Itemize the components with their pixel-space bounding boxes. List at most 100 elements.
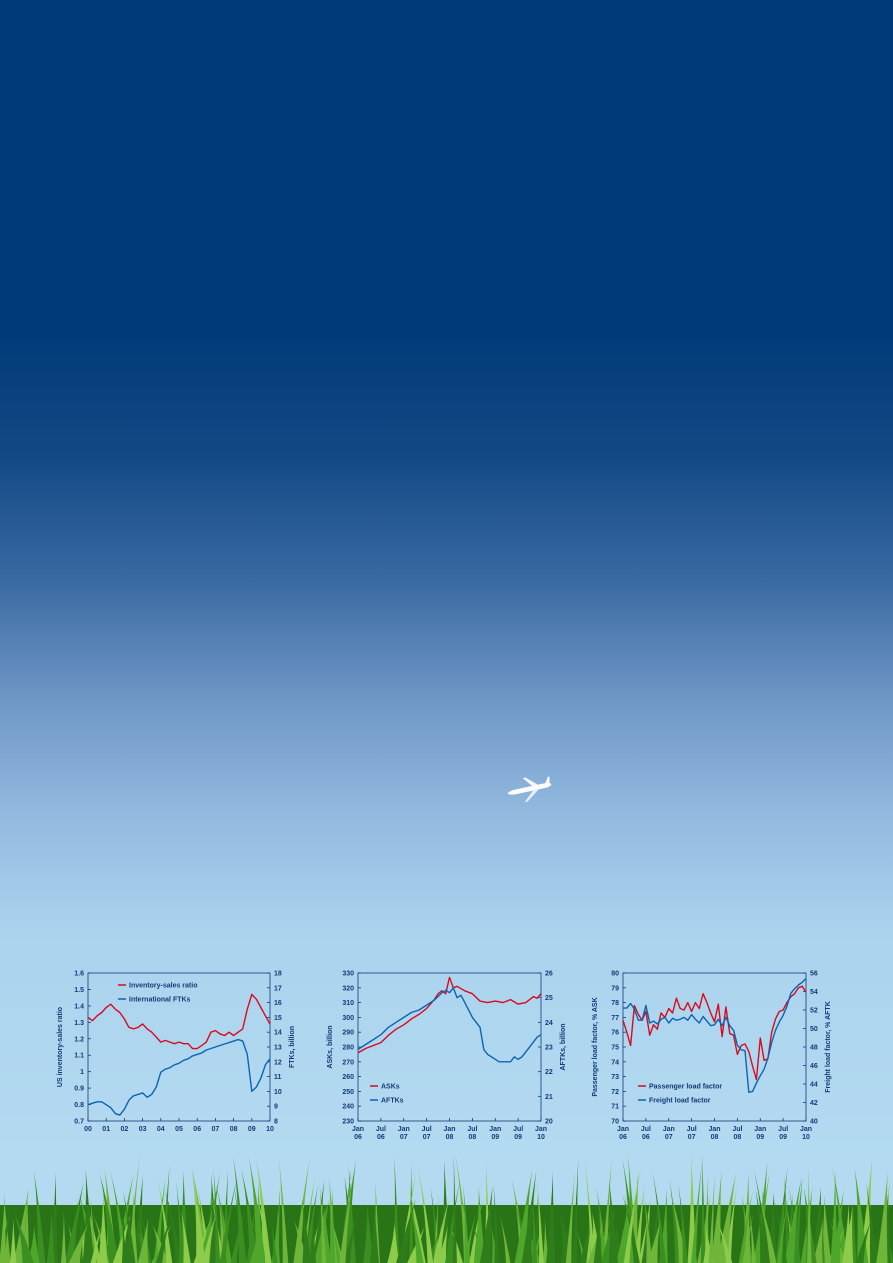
y-left-tick-label: 280 [342, 1045, 354, 1052]
legend-label: Inventory-sales ratio [129, 983, 197, 990]
legend-label: Passenger load factor [649, 1084, 722, 1091]
y-right-tick-label: 17 [274, 985, 282, 992]
y-left-tick-label: 70 [611, 1119, 619, 1126]
x-tick-label: Jan [663, 1126, 675, 1133]
x-tick-label-year: 08 [711, 1134, 719, 1141]
x-tick-label: Jan [352, 1126, 364, 1133]
x-tick-label-year: 09 [779, 1134, 787, 1141]
x-tick-label: Jul [687, 1126, 697, 1133]
y-right-tick-label: 46 [810, 1063, 818, 1070]
y-right-tick-label: 11 [274, 1074, 282, 1081]
x-tick-label: Jul [467, 1126, 477, 1133]
y-left-tick-label: 1.4 [74, 1003, 84, 1010]
y-right-tick-label: 23 [545, 1045, 553, 1052]
x-tick-label: 00 [84, 1126, 92, 1133]
y-left-tick-label: 300 [342, 1015, 354, 1022]
y-right-tick-label: 21 [545, 1094, 553, 1101]
y-left-axis-label: US inventory-sales ratio [57, 1007, 64, 1087]
y-left-tick-label: 330 [342, 971, 354, 978]
y-left-tick-label: 1.3 [74, 1020, 84, 1027]
y-left-tick-label: 75 [611, 1045, 619, 1052]
y-right-tick-label: 25 [545, 995, 553, 1002]
x-tick-label: 10 [266, 1126, 274, 1133]
x-tick-label-year: 08 [468, 1134, 476, 1141]
y-right-tick-label: 13 [274, 1045, 282, 1052]
y-left-tick-label: 1.2 [74, 1036, 84, 1043]
series-line-1 [357, 987, 542, 1063]
x-tick-label: 03 [139, 1126, 147, 1133]
ask-aftk-chart: 230 240 250 260 270 280 290 300 310 320 330 20 21 22 2… [327, 971, 567, 1142]
y-left-tick-label: 73 [611, 1074, 619, 1081]
y-left-tick-label: 260 [342, 1074, 354, 1081]
y-right-axis-label: Freight load factor, % AFTK [825, 1001, 832, 1093]
y-left-tick-label: 310 [342, 1000, 354, 1007]
y-left-tick-label: 0.9 [74, 1086, 84, 1093]
y-left-tick-label: 1 [80, 1069, 84, 1076]
x-tick-label: Jan [800, 1126, 812, 1133]
x-tick-label-year: 09 [756, 1134, 764, 1141]
x-tick-label: 05 [175, 1126, 183, 1133]
y-left-tick-label: 79 [611, 985, 619, 992]
x-tick-label: Jan [754, 1126, 766, 1133]
x-tick-label-year: 10 [802, 1134, 810, 1141]
y-right-tick-label: 48 [810, 1045, 818, 1052]
x-tick-label: Jan [535, 1126, 547, 1133]
y-left-tick-label: 290 [342, 1030, 354, 1037]
y-left-tick-label: 240 [342, 1104, 354, 1111]
x-tick-label: 01 [102, 1126, 110, 1133]
y-right-tick-label: 20 [545, 1119, 553, 1126]
y-right-tick-label: 22 [545, 1069, 553, 1076]
y-right-tick-label: 12 [274, 1059, 282, 1066]
y-right-tick-label: 40 [810, 1119, 818, 1126]
x-tick-label-year: 06 [377, 1134, 385, 1141]
series-line-1 [87, 1038, 271, 1116]
y-right-axis-label: AFTKs, billion [560, 1023, 567, 1070]
y-right-axis-label: FTKs, billion [289, 1026, 296, 1068]
y-left-tick-label: 1.1 [74, 1053, 84, 1060]
y-right-tick-label: 52 [810, 1008, 818, 1015]
x-tick-label: Jul [513, 1126, 523, 1133]
x-tick-label: Jan [443, 1126, 455, 1133]
x-tick-label-year: 07 [423, 1134, 431, 1141]
series-line-0 [357, 976, 542, 1054]
y-left-tick-label: 71 [611, 1104, 619, 1111]
y-right-tick-label: 54 [810, 989, 818, 996]
y-right-tick-label: 18 [274, 971, 282, 978]
series-line-0 [87, 993, 271, 1050]
x-tick-label: Jul [376, 1126, 386, 1133]
x-tick-label: Jan [398, 1126, 410, 1133]
series-line-0 [622, 985, 807, 1081]
y-left-tick-label: 74 [611, 1059, 619, 1066]
x-tick-label: 08 [230, 1126, 238, 1133]
y-right-tick-label: 9 [274, 1104, 278, 1111]
y-right-tick-label: 14 [274, 1030, 282, 1037]
x-tick-label-year: 09 [514, 1134, 522, 1141]
load-factor-chart: 70 71 72 73 74 75 76 77 78 79 80 40 42 44 46 48 50 52 54 56… [592, 971, 832, 1142]
y-right-tick-label: 42 [810, 1100, 818, 1107]
inventory-ftk-chart: 0.7 0.8 0.9 1 1.1 1.2 1.3 1.4 1.5 1.6 8 9 10 11 12 13 14… [57, 971, 296, 1134]
y-left-tick-label: 76 [611, 1030, 619, 1037]
y-right-tick-label: 26 [545, 971, 553, 978]
y-left-axis-label: Passenger load factor, % ASK [592, 997, 599, 1096]
x-tick-label: Jan [489, 1126, 501, 1133]
x-tick-label-year: 08 [446, 1134, 454, 1141]
y-left-tick-label: 80 [611, 971, 619, 978]
x-tick-label-year: 06 [354, 1134, 362, 1141]
y-right-tick-label: 50 [810, 1026, 818, 1033]
y-right-tick-label: 10 [274, 1089, 282, 1096]
x-tick-label: Jul [732, 1126, 742, 1133]
x-tick-label: 07 [212, 1126, 220, 1133]
x-tick-label-year: 07 [688, 1134, 696, 1141]
y-right-tick-label: 56 [810, 971, 818, 978]
y-left-tick-label: 1.5 [74, 987, 84, 994]
x-tick-label: 04 [157, 1126, 165, 1133]
x-tick-label-year: 07 [665, 1134, 673, 1141]
y-left-tick-label: 72 [611, 1089, 619, 1096]
y-left-axis-label: ASKs, billion [327, 1025, 334, 1068]
plot-frame [87, 972, 271, 1122]
x-tick-label-year: 07 [400, 1134, 408, 1141]
x-tick-label-year: 10 [537, 1134, 545, 1141]
x-tick-label: Jul [422, 1126, 432, 1133]
y-right-tick-label: 16 [274, 1000, 282, 1007]
